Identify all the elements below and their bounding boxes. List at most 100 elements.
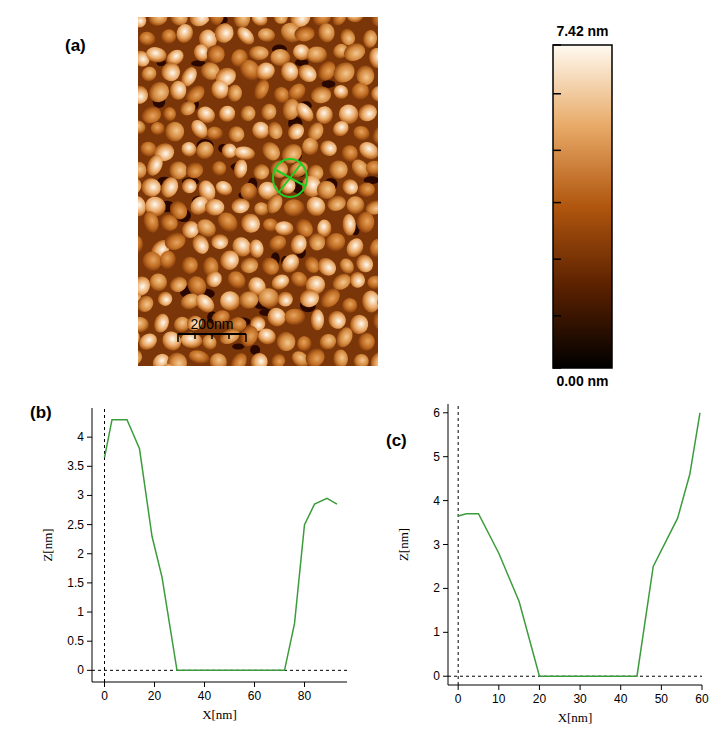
afm-grain xyxy=(224,268,249,293)
x-axis xyxy=(92,682,347,683)
afm-grain xyxy=(209,78,230,100)
afm-grain xyxy=(376,143,378,159)
afm-grain xyxy=(139,64,160,84)
x-tick xyxy=(580,685,581,690)
x-tick xyxy=(620,685,621,690)
afm-grain xyxy=(219,290,241,312)
afm-grain xyxy=(138,330,160,353)
afm-grain xyxy=(138,162,146,179)
afm-grain xyxy=(239,104,257,123)
section-marker xyxy=(273,159,307,197)
afm-grain xyxy=(231,197,251,214)
colorbar-tick xyxy=(553,202,561,204)
afm-grain xyxy=(251,362,280,366)
afm-grain xyxy=(318,138,339,158)
x-tick xyxy=(702,685,703,690)
x-tick-label: 60 xyxy=(695,692,709,706)
y-tick xyxy=(87,553,92,554)
y-tick xyxy=(443,456,448,457)
afm-grain xyxy=(257,27,276,43)
afm-grain xyxy=(147,17,168,27)
afm-grain xyxy=(138,346,145,366)
afm-grain xyxy=(326,194,348,213)
x-tick xyxy=(204,682,205,687)
y-tick-label: 0 xyxy=(433,669,440,683)
afm-grain xyxy=(311,309,324,330)
afm-grain xyxy=(265,120,284,141)
afm-grain xyxy=(160,363,177,366)
afm-grain xyxy=(249,17,270,28)
afm-grain xyxy=(295,61,320,86)
y-tick xyxy=(87,641,92,642)
afm-grain xyxy=(218,248,242,273)
y-tick-label: 4 xyxy=(433,494,440,508)
y-tick-label: 3 xyxy=(77,488,84,502)
y-tick-label: 1 xyxy=(433,625,440,639)
afm-grain xyxy=(258,254,283,279)
afm-grain xyxy=(303,193,329,220)
afm-grain xyxy=(141,210,160,235)
y-tick-label: 0 xyxy=(77,663,84,677)
x-tick xyxy=(498,685,499,690)
afm-grain xyxy=(266,232,289,254)
afm-grain xyxy=(174,22,195,45)
afm-grain xyxy=(192,291,218,317)
y-tick-label: 2 xyxy=(77,547,84,561)
afm-grain xyxy=(180,255,200,276)
afm-grain xyxy=(256,326,278,347)
afm-grain xyxy=(356,211,375,233)
afm-grain xyxy=(357,332,376,352)
y-tick xyxy=(87,437,92,438)
afm-grain xyxy=(302,345,328,366)
afm-grain xyxy=(362,29,378,48)
x-tick-label: 40 xyxy=(198,689,212,703)
afm-grain xyxy=(323,230,349,255)
afm-grain xyxy=(146,270,171,295)
afm-grain xyxy=(317,331,339,352)
afm-grain xyxy=(213,178,234,197)
x-tick-label: 50 xyxy=(655,692,669,706)
afm-image xyxy=(138,17,378,366)
y-tick xyxy=(443,544,448,545)
scale-bar-tick xyxy=(245,334,247,342)
y-tick-label: 2 xyxy=(433,581,440,595)
x-tick xyxy=(154,682,155,687)
afm-grain xyxy=(284,309,305,326)
x-tick xyxy=(254,682,255,687)
afm-grain xyxy=(138,85,149,105)
line-panel: 01020304050600123456 xyxy=(433,404,709,706)
afm-grain xyxy=(378,97,379,122)
colorbar-tick xyxy=(553,367,561,369)
afm-grain xyxy=(177,362,201,366)
afm-grain xyxy=(259,138,284,164)
zero-line xyxy=(104,408,105,682)
afm-grain xyxy=(293,100,317,125)
section-line xyxy=(276,170,305,186)
afm-grain xyxy=(138,234,144,255)
afm-grain xyxy=(227,350,250,366)
afm-grain xyxy=(347,270,367,291)
afm-grain xyxy=(317,22,336,44)
afm-grain xyxy=(167,274,189,295)
afm-grain xyxy=(251,77,272,102)
colorbar-tick xyxy=(553,93,561,95)
afm-grain xyxy=(307,46,327,63)
y-tick-label: 6 xyxy=(433,406,440,420)
afm-grain xyxy=(138,317,149,333)
x-tick-label: 0 xyxy=(101,689,108,703)
afm-grain xyxy=(138,65,139,88)
x-tick-label: 80 xyxy=(298,689,312,703)
afm-grain xyxy=(206,350,230,366)
y-tick xyxy=(87,524,92,525)
afm-grain xyxy=(308,232,326,251)
x-tick xyxy=(458,685,459,690)
afm-grain xyxy=(289,233,309,255)
panel-label: (c) xyxy=(386,431,407,450)
afm-grain xyxy=(273,17,288,24)
plot-area xyxy=(458,413,700,676)
afm-grain xyxy=(315,105,334,125)
afm-grain xyxy=(274,329,299,354)
scale-bar-tick xyxy=(194,334,196,339)
afm-grain xyxy=(214,208,242,236)
afm-grain xyxy=(216,102,239,125)
